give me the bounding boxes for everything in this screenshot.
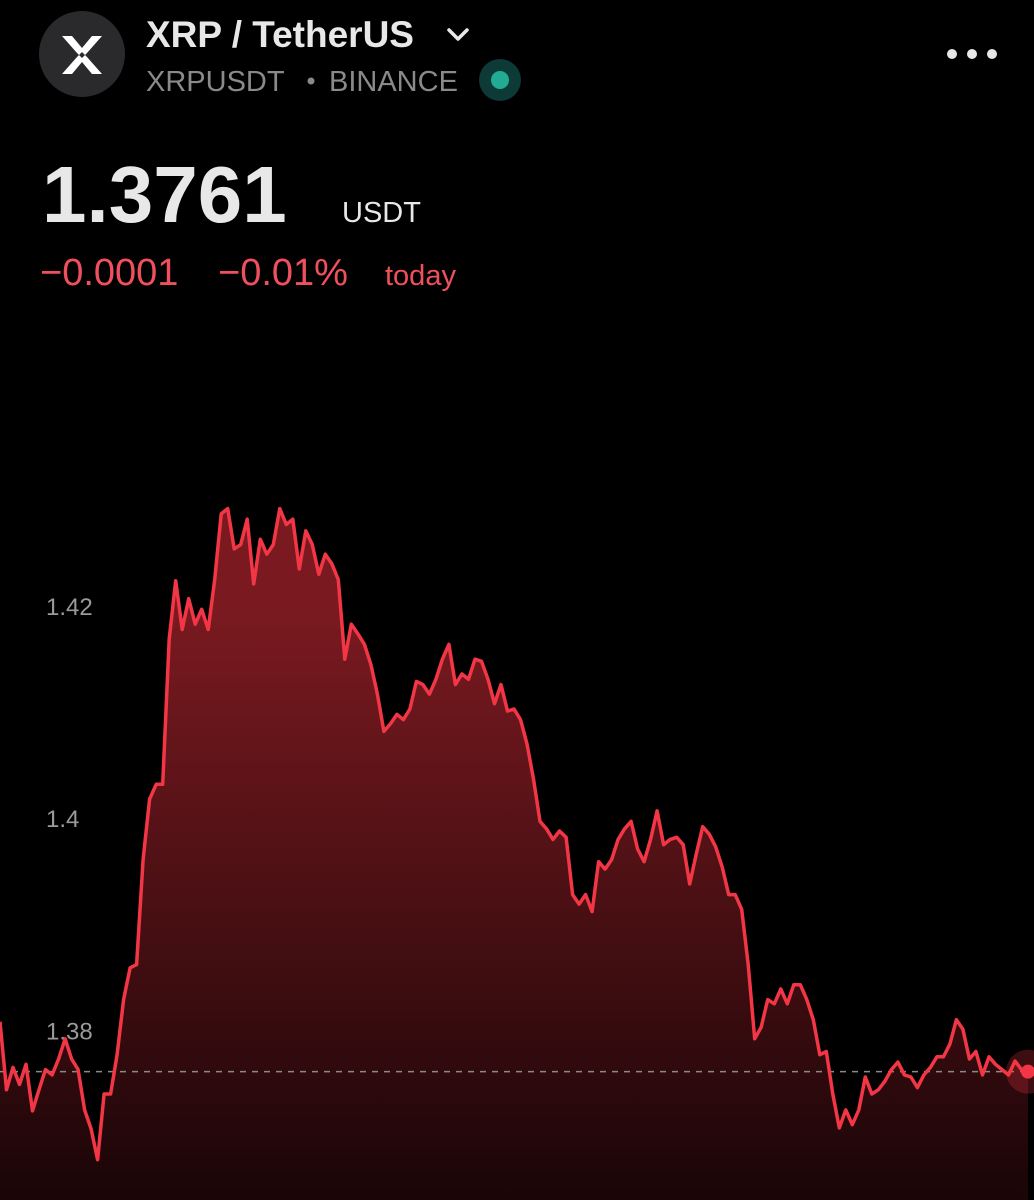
price: 1.3761 [42,150,287,239]
y-tick-label: 1.42 [46,594,93,621]
more-menu[interactable] [947,49,997,59]
last-point-halo [1006,1049,1034,1094]
status-dot [491,71,509,89]
symbol-title[interactable]: XRP / TetherUS [146,14,414,55]
logo-icon [62,36,102,74]
symbol-code: XRPUSDT [146,66,285,98]
exchange: BINANCE [329,66,458,98]
separator-dot [307,77,315,85]
price-chart: 1.38 1.4 1.42 [0,506,1034,1200]
area [0,508,1028,1200]
change-percent: −0.01% [218,252,348,294]
y-tick-label: 1.4 [46,806,79,833]
price-line [0,506,1029,1162]
logo-circle [39,11,125,97]
last-point [1021,1064,1034,1079]
change: −0.0001 [40,252,178,294]
logo[interactable] [39,11,125,97]
currency: USDT [342,197,421,229]
menu-dot [967,49,977,59]
menu-dot [987,49,997,59]
period: today [385,260,456,292]
chevron[interactable] [447,28,469,41]
menu-dot [947,49,957,59]
y-tick-label: 1.38 [46,1018,93,1045]
